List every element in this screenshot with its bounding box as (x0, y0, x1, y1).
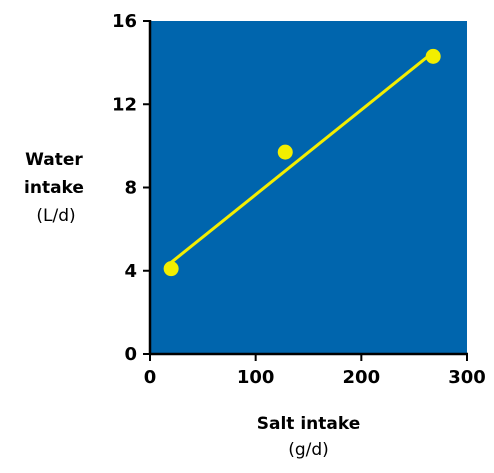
y-tick-label: 4 (124, 261, 137, 282)
y-tick-label: 8 (124, 178, 137, 199)
x-tick-label: 100 (237, 367, 275, 388)
y-axis-unit: (L/d) (36, 206, 75, 226)
x-axis-title: Salt intake (257, 414, 361, 434)
tick-labels: 0 100 200 300 0 4 8 12 16 (112, 11, 486, 388)
plot-area (150, 21, 467, 354)
data-points (163, 48, 441, 277)
axis-titles: Water intake (L/d) Salt intake (g/d) (24, 150, 360, 460)
data-point (425, 48, 441, 64)
y-tick-label: 12 (112, 94, 137, 115)
y-tick-label: 0 (124, 344, 137, 365)
y-tick-label: 16 (112, 11, 137, 32)
data-point (277, 144, 293, 160)
data-point (163, 261, 179, 277)
x-tick-label: 200 (343, 367, 381, 388)
x-axis-unit: (g/d) (288, 440, 329, 460)
tick-marks (143, 20, 468, 361)
x-tick-label: 300 (448, 367, 486, 388)
trend-line (170, 51, 435, 264)
y-axis-title: intake (24, 178, 84, 198)
x-tick-label: 0 (144, 367, 157, 388)
y-axis-title: Water (25, 150, 83, 170)
